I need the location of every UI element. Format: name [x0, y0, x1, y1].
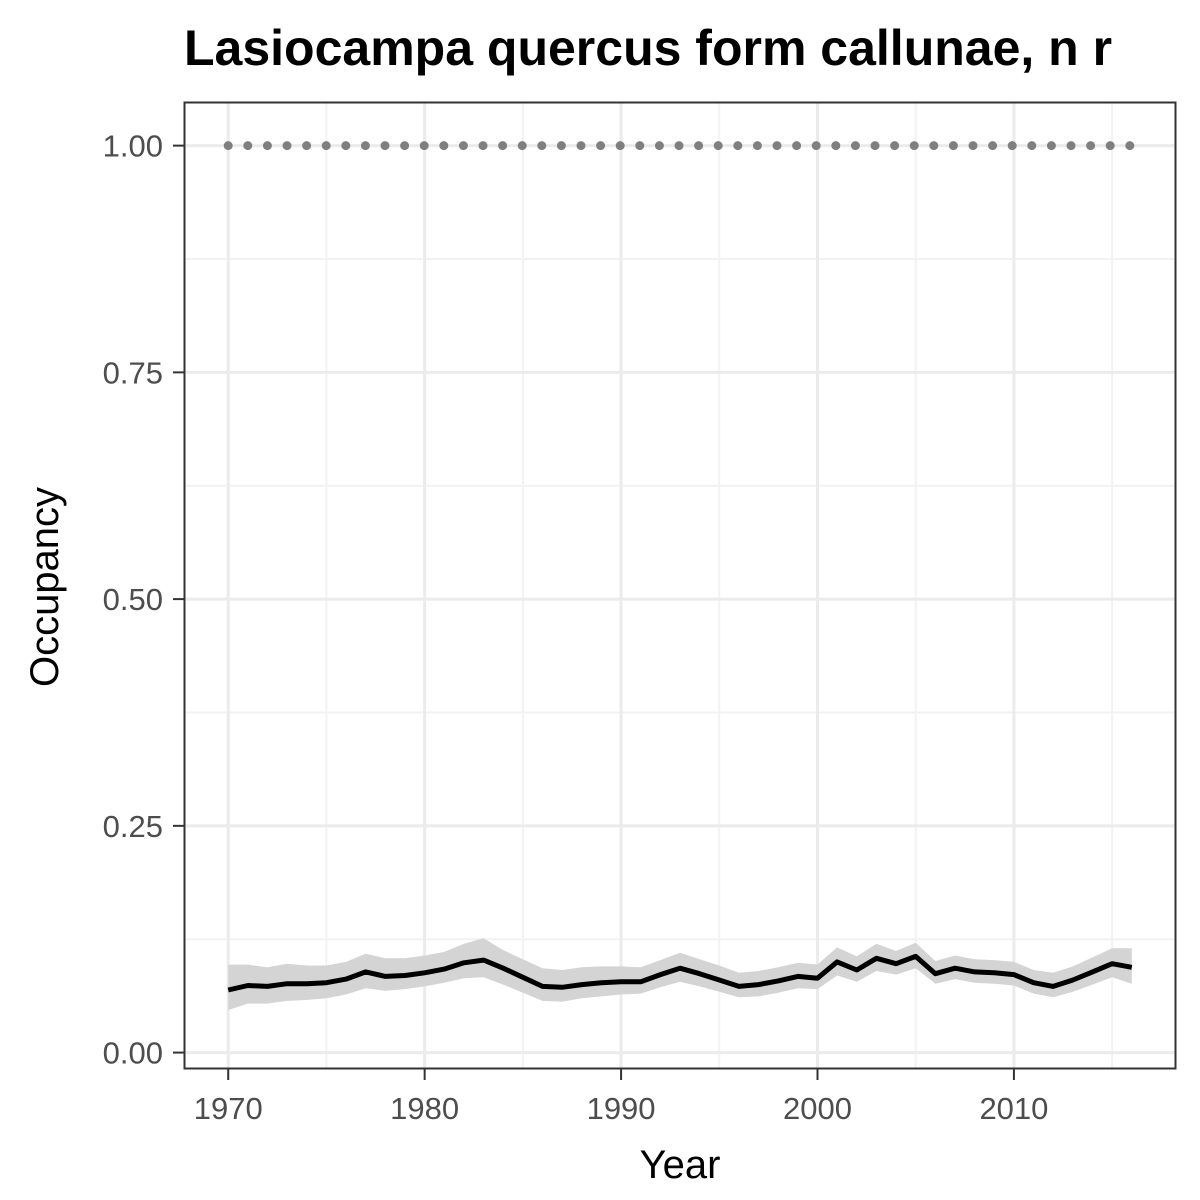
x-axis-title: Year	[640, 1143, 721, 1187]
occupancy-trend-line	[227, 953, 1133, 993]
y-axis-ticks: 0.00 0.25 0.50 0.75 1.00	[103, 129, 184, 1071]
y-tick-label: 0.50	[103, 582, 163, 617]
trend-line-layer	[227, 953, 1133, 993]
x-tick-label: 1970	[194, 1091, 263, 1126]
x-tick-label: 2000	[783, 1091, 852, 1126]
y-tick-label: 0.75	[103, 355, 163, 390]
x-tick-label: 1980	[390, 1091, 459, 1126]
y-tick-label: 0.25	[103, 809, 163, 844]
major-gridlines	[185, 103, 1175, 1068]
x-axis-ticks: 1970 1980 1990 2000 2010	[194, 1069, 1048, 1126]
x-tick-label: 2010	[979, 1091, 1048, 1126]
y-axis-title: Occupancy	[23, 487, 67, 687]
panel-border	[183, 101, 1177, 1070]
y-tick-label: 1.00	[103, 129, 163, 164]
y-tick-label: 0.00	[103, 1036, 163, 1071]
confidence-band-layer	[228, 938, 1132, 1010]
chart-title: Lasiocampa quercus form callunae, n r	[184, 20, 1113, 76]
x-tick-label: 1990	[587, 1091, 656, 1126]
minor-gridlines	[185, 103, 1175, 1068]
confidence-band	[228, 938, 1132, 1010]
